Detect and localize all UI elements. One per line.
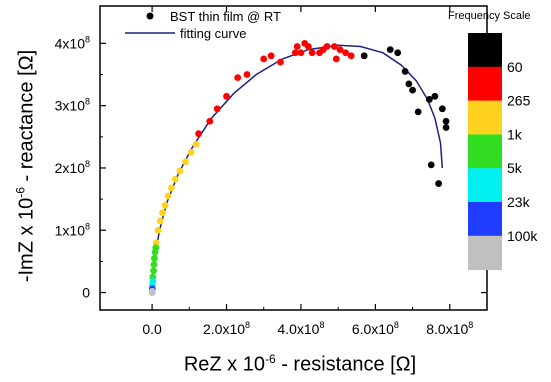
data-point	[192, 140, 200, 148]
data-point	[148, 287, 156, 295]
data-point	[435, 180, 443, 187]
data-point	[161, 201, 169, 209]
data-point	[347, 52, 355, 60]
color-scale-title: Frequency Scale	[448, 10, 531, 22]
data-point	[297, 49, 305, 57]
y-tick-label: 4x108	[55, 34, 90, 51]
data-point	[304, 43, 312, 50]
data-point	[360, 52, 368, 60]
y-tick-label: 1x108	[55, 221, 90, 238]
data-point	[159, 209, 166, 217]
data-point	[323, 43, 331, 50]
data-point	[394, 49, 402, 57]
frequency-color-scale: 60 265 1k 5k 23k 100k	[468, 33, 538, 270]
data-point	[409, 86, 416, 94]
legend-label: fitting curve	[180, 26, 246, 41]
fitting-curve-group	[151, 44, 444, 293]
x-tick-label: 0.0	[142, 321, 162, 337]
data-point	[149, 277, 157, 285]
data-point	[342, 49, 349, 57]
data-point	[277, 58, 284, 66]
color-scale-swatch	[468, 168, 502, 203]
data-point	[150, 261, 158, 268]
legend-marker-symbol	[146, 12, 154, 20]
data-point	[223, 92, 230, 100]
color-scale-label: 60	[507, 59, 523, 75]
y-tick-label: 3x108	[55, 97, 90, 114]
color-scale-label: 1k	[507, 126, 523, 142]
data-point	[187, 148, 195, 156]
data-point	[150, 267, 157, 275]
y-axis-title: -ImZ x 10-6 - reactance [Ω]	[13, 49, 38, 283]
data-point	[332, 55, 340, 63]
data-point	[260, 55, 268, 63]
data-point	[243, 71, 251, 78]
data-point	[176, 167, 184, 175]
x-tick-label: 4.0x108	[277, 320, 324, 337]
data-point	[401, 68, 409, 75]
x-tick-label: 8.0x108	[426, 320, 473, 337]
color-scale-swatch	[468, 33, 502, 68]
color-scale-swatch	[468, 100, 502, 135]
data-point	[442, 117, 450, 125]
data-point	[168, 184, 175, 192]
color-scale-label: 23k	[507, 194, 531, 210]
data-point	[442, 124, 450, 131]
data-point	[414, 108, 422, 116]
data-point	[182, 158, 189, 166]
data-point	[154, 226, 162, 234]
data-point	[293, 43, 301, 50]
data-point	[152, 239, 160, 247]
data-point	[164, 192, 172, 200]
x-tick-label: 6.0x108	[352, 320, 399, 337]
y-tick-label: 0	[82, 285, 90, 301]
data-point	[425, 96, 433, 103]
data-point	[234, 74, 242, 82]
data-point	[431, 92, 439, 100]
data-point	[171, 175, 179, 183]
color-scale-label: 5k	[507, 160, 523, 176]
data-point	[291, 49, 299, 57]
color-scale-swatch	[468, 134, 502, 169]
data-point	[438, 105, 446, 113]
data-points-group	[148, 39, 450, 296]
data-point	[331, 43, 338, 50]
data-point	[386, 46, 394, 54]
data-point	[405, 80, 413, 88]
data-point	[206, 117, 214, 125]
fitting-curve	[151, 44, 444, 293]
y-tick-label: 2x108	[55, 159, 90, 176]
data-point	[152, 244, 160, 252]
color-scale-swatch	[468, 66, 502, 101]
data-point	[195, 130, 203, 138]
axis-ticks: 0.0 2.0x108 4.0x108 6.0x108 8.0x108 0 1x108 2x1…	[55, 6, 487, 337]
data-point	[267, 52, 275, 60]
color-scale-swatch	[468, 202, 502, 237]
x-tick-label: 2.0x108	[203, 320, 250, 337]
data-point	[308, 49, 316, 57]
x-axis-title: ReZ x 10-6 - resistance [Ω]	[183, 352, 417, 376]
legend-label: BST thin film @ RT	[170, 9, 281, 24]
color-scale-swatch	[468, 235, 502, 270]
data-point	[150, 254, 158, 262]
data-point	[213, 105, 221, 113]
color-scale-label: 100k	[507, 228, 538, 244]
data-point	[427, 161, 435, 169]
legend: BST thin film @ RT fitting curve	[125, 9, 281, 41]
color-scale-label: 265	[507, 93, 531, 109]
data-point	[156, 217, 164, 225]
data-point	[336, 46, 344, 54]
